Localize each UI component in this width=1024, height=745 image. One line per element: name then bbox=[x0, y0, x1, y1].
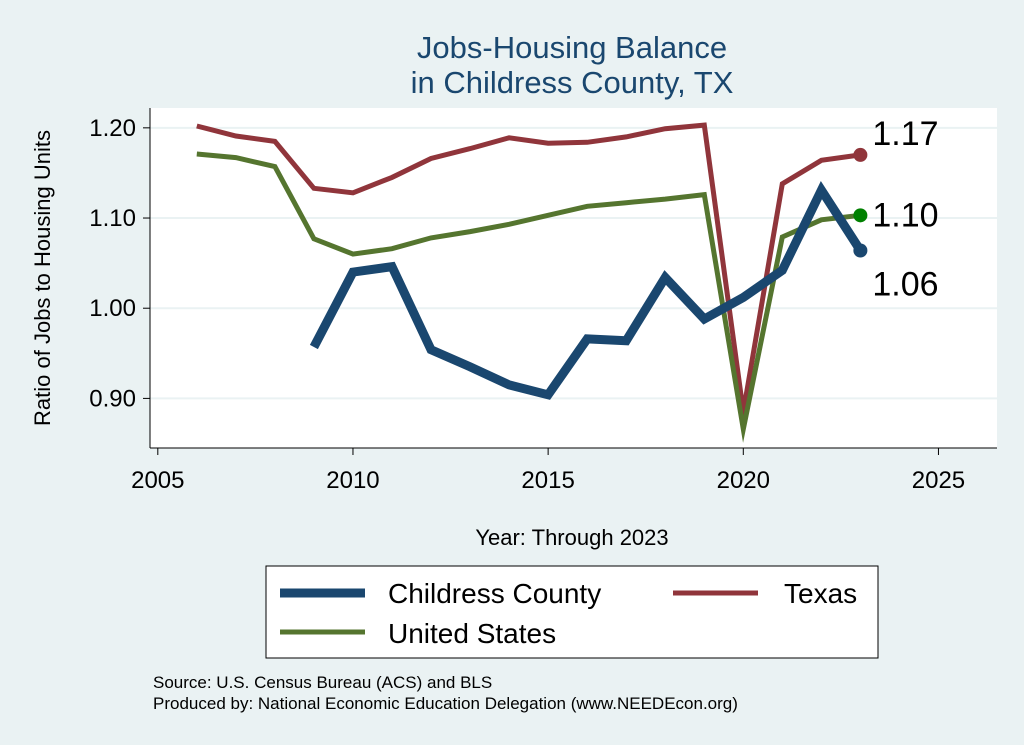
legend-label-texas: Texas bbox=[784, 578, 857, 609]
data-point-texas bbox=[390, 175, 394, 179]
data-point-united-states bbox=[546, 213, 550, 217]
data-point-texas bbox=[819, 158, 823, 162]
data-point-childress-county bbox=[546, 393, 550, 397]
data-point-texas bbox=[546, 141, 550, 145]
data-point-childress-county bbox=[819, 188, 823, 192]
data-point-texas bbox=[663, 127, 667, 131]
data-point-united-states bbox=[273, 165, 277, 169]
data-point-united-states bbox=[507, 222, 511, 226]
data-point-childress-county bbox=[468, 365, 472, 369]
data-point-united-states bbox=[195, 152, 199, 156]
legend-label-united-states: United States bbox=[388, 618, 556, 649]
x-tick-label: 2010 bbox=[326, 467, 379, 494]
y-tick-label: 1.00 bbox=[89, 295, 136, 322]
data-point-texas bbox=[585, 140, 589, 144]
chart-title-line-1: Jobs-Housing Balance bbox=[417, 30, 727, 65]
x-axis-title: Year: Through 2023 bbox=[475, 525, 668, 550]
x-tick-label: 2025 bbox=[912, 467, 965, 494]
series-line-childress-county bbox=[309, 180, 865, 400]
data-point-childress-county bbox=[351, 270, 355, 274]
data-point-united-states bbox=[429, 236, 433, 240]
data-point-united-states bbox=[780, 235, 784, 239]
series-layer: 1.06 1.17 1.10 bbox=[195, 115, 939, 443]
data-point-united-states bbox=[624, 201, 628, 205]
produced-by-note: Produced by: National Economic Education… bbox=[153, 694, 738, 713]
x-axis-ticks: 2005 2010 2015 2020 2025 bbox=[131, 448, 965, 494]
data-point-texas bbox=[429, 157, 433, 161]
x-tick-label: 2020 bbox=[717, 467, 770, 494]
data-point-texas bbox=[195, 124, 199, 128]
end-marker-childress-county bbox=[853, 243, 868, 258]
data-point-united-states bbox=[741, 427, 745, 431]
series-line-united-states bbox=[196, 151, 861, 443]
data-point-texas bbox=[507, 136, 511, 140]
end-label-texas: 1.17 bbox=[872, 115, 938, 153]
end-label-childress-county: 1.06 bbox=[872, 265, 938, 303]
y-tick-label: 1.20 bbox=[89, 115, 136, 142]
y-axis-ticks: 0.90 1.00 1.10 1.20 bbox=[89, 115, 150, 412]
data-point-texas bbox=[273, 139, 277, 143]
legend: Childress County Texas United States bbox=[265, 565, 879, 659]
data-point-texas bbox=[780, 182, 784, 186]
data-point-united-states bbox=[585, 204, 589, 208]
y-tick-label: 1.10 bbox=[89, 205, 136, 232]
data-point-childress-county bbox=[624, 339, 628, 343]
plot-area bbox=[150, 108, 997, 448]
end-label-united-states: 1.10 bbox=[872, 196, 938, 234]
data-point-childress-county bbox=[702, 317, 706, 321]
y-axis-title: Ratio of Jobs to Housing Units bbox=[30, 130, 55, 426]
end-marker-texas bbox=[853, 147, 868, 162]
data-point-texas bbox=[468, 147, 472, 151]
y-tick-label: 0.90 bbox=[89, 385, 136, 412]
legend-box bbox=[265, 565, 879, 659]
data-point-childress-county bbox=[390, 265, 394, 269]
data-point-childress-county bbox=[585, 337, 589, 341]
data-point-united-states bbox=[468, 230, 472, 234]
data-point-childress-county bbox=[429, 348, 433, 352]
source-note: Source: U.S. Census Bureau (ACS) and BLS bbox=[153, 673, 492, 692]
data-point-texas bbox=[234, 134, 238, 138]
data-point-texas bbox=[312, 186, 316, 190]
chart-title-line-2: in Childress County, TX bbox=[411, 65, 734, 100]
data-point-united-states bbox=[351, 252, 355, 256]
end-marker-united-states bbox=[853, 208, 868, 223]
data-point-texas bbox=[702, 123, 706, 127]
data-point-united-states bbox=[663, 197, 667, 201]
data-point-texas bbox=[351, 191, 355, 195]
x-tick-label: 2005 bbox=[131, 467, 184, 494]
legend-label-childress-county: Childress County bbox=[388, 578, 601, 609]
series-line-texas bbox=[196, 122, 861, 429]
data-point-united-states bbox=[819, 218, 823, 222]
data-point-united-states bbox=[312, 237, 316, 241]
data-point-childress-county bbox=[507, 383, 511, 387]
data-point-united-states bbox=[702, 193, 706, 197]
data-point-childress-county bbox=[780, 268, 784, 272]
data-point-childress-county bbox=[312, 345, 316, 349]
x-tick-label: 2015 bbox=[521, 467, 574, 494]
data-point-childress-county bbox=[663, 276, 667, 280]
data-point-united-states bbox=[390, 247, 394, 251]
data-point-childress-county bbox=[741, 295, 745, 299]
data-point-texas bbox=[624, 135, 628, 139]
data-point-united-states bbox=[234, 156, 238, 160]
